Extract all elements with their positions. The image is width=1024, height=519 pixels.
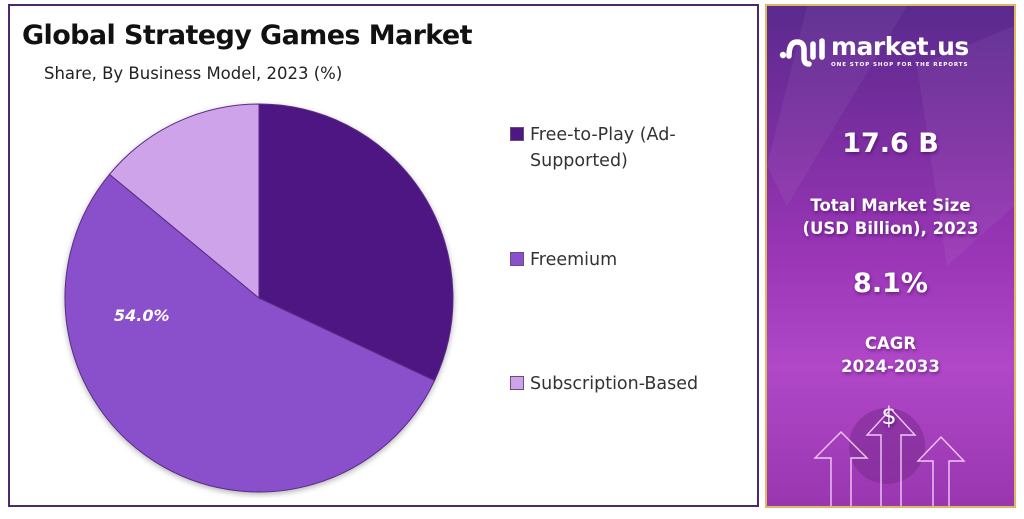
freemium-data-label: 54.0% bbox=[114, 306, 170, 325]
slice-freemium bbox=[64, 173, 436, 493]
slice-free-to-play bbox=[258, 103, 454, 382]
chart-title: Global Strategy Games Market bbox=[22, 20, 473, 51]
brand-tagline: ONE STOP SHOP FOR THE REPORTS bbox=[831, 62, 969, 68]
brand-name: market.us bbox=[831, 32, 969, 61]
market-us-logo-icon bbox=[779, 38, 825, 67]
legend-item-subscription: Subscription-Based bbox=[510, 371, 730, 397]
legend-label: Subscription-Based bbox=[530, 374, 699, 394]
dollar-icon: $ bbox=[881, 402, 897, 430]
legend-swatch-subscription bbox=[510, 376, 524, 390]
chart-panel: Global Strategy Games Market Share, By B… bbox=[8, 4, 759, 507]
summary-sidebar: market.us ONE STOP SHOP FOR THE REPORTS … bbox=[765, 4, 1016, 508]
chart-subtitle: Share, By Business Model, 2023 (%) bbox=[44, 64, 343, 83]
brand-logo: market.us ONE STOP SHOP FOR THE REPORTS bbox=[779, 34, 969, 68]
cagr-label: CAGR bbox=[864, 334, 917, 353]
legend-label: Free-to-Play (Ad-Supported) bbox=[530, 125, 676, 171]
slice-subscription bbox=[108, 103, 260, 300]
cagr-value: 8.1% bbox=[853, 268, 928, 299]
legend-item-freemium: Freemium bbox=[510, 247, 730, 273]
legend-swatch-freemium bbox=[510, 252, 524, 266]
pie-chart bbox=[64, 103, 454, 493]
market-size-value: 17.6 B bbox=[842, 128, 939, 159]
legend-label: Freemium bbox=[530, 250, 618, 270]
legend-swatch-free-to-play bbox=[510, 127, 524, 141]
legend-item-free-to-play: Free-to-Play (Ad-Supported) bbox=[510, 122, 730, 174]
market-size-label-line1: Total Market Size bbox=[810, 196, 971, 215]
cagr-period: 2024-2033 bbox=[841, 357, 940, 376]
growth-arrows-icon bbox=[813, 407, 966, 506]
market-size-label-line2: (USD Billion), 2023 bbox=[802, 219, 979, 238]
